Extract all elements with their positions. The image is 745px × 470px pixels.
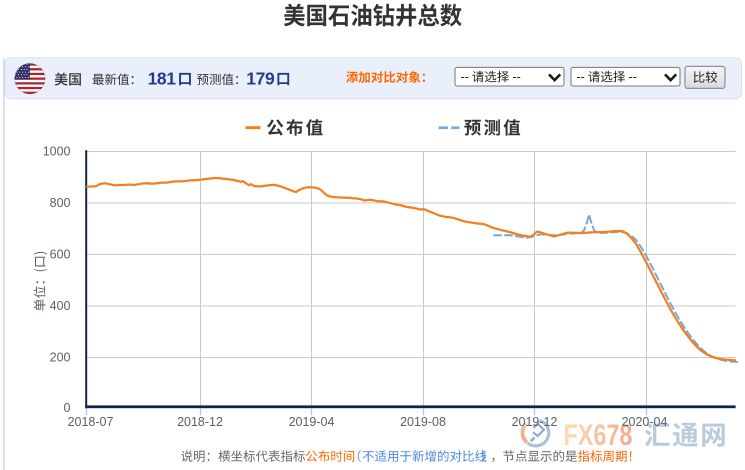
svg-text:FX678: FX678 — [564, 418, 633, 451]
svg-text:2019-08: 2019-08 — [400, 415, 446, 429]
svg-text:181: 181 — [148, 68, 177, 88]
svg-text:179: 179 — [246, 68, 275, 88]
svg-text:2019-12: 2019-12 — [512, 415, 558, 429]
svg-text:800: 800 — [50, 196, 71, 210]
svg-text:2019-04: 2019-04 — [289, 415, 335, 429]
svg-text:0: 0 — [64, 401, 71, 415]
svg-text:--: -- — [513, 70, 521, 84]
svg-text:2018-07: 2018-07 — [68, 415, 114, 429]
svg-text:400: 400 — [50, 299, 71, 313]
svg-text:600: 600 — [50, 248, 71, 262]
svg-text:--: -- — [461, 70, 469, 84]
svg-text:--: -- — [629, 70, 637, 84]
svg-text:200: 200 — [50, 351, 71, 365]
svg-text:2020-04: 2020-04 — [622, 415, 668, 429]
svg-text:1000: 1000 — [43, 145, 71, 159]
svg-text:2018-12: 2018-12 — [177, 415, 223, 429]
svg-text:--: -- — [577, 70, 585, 84]
